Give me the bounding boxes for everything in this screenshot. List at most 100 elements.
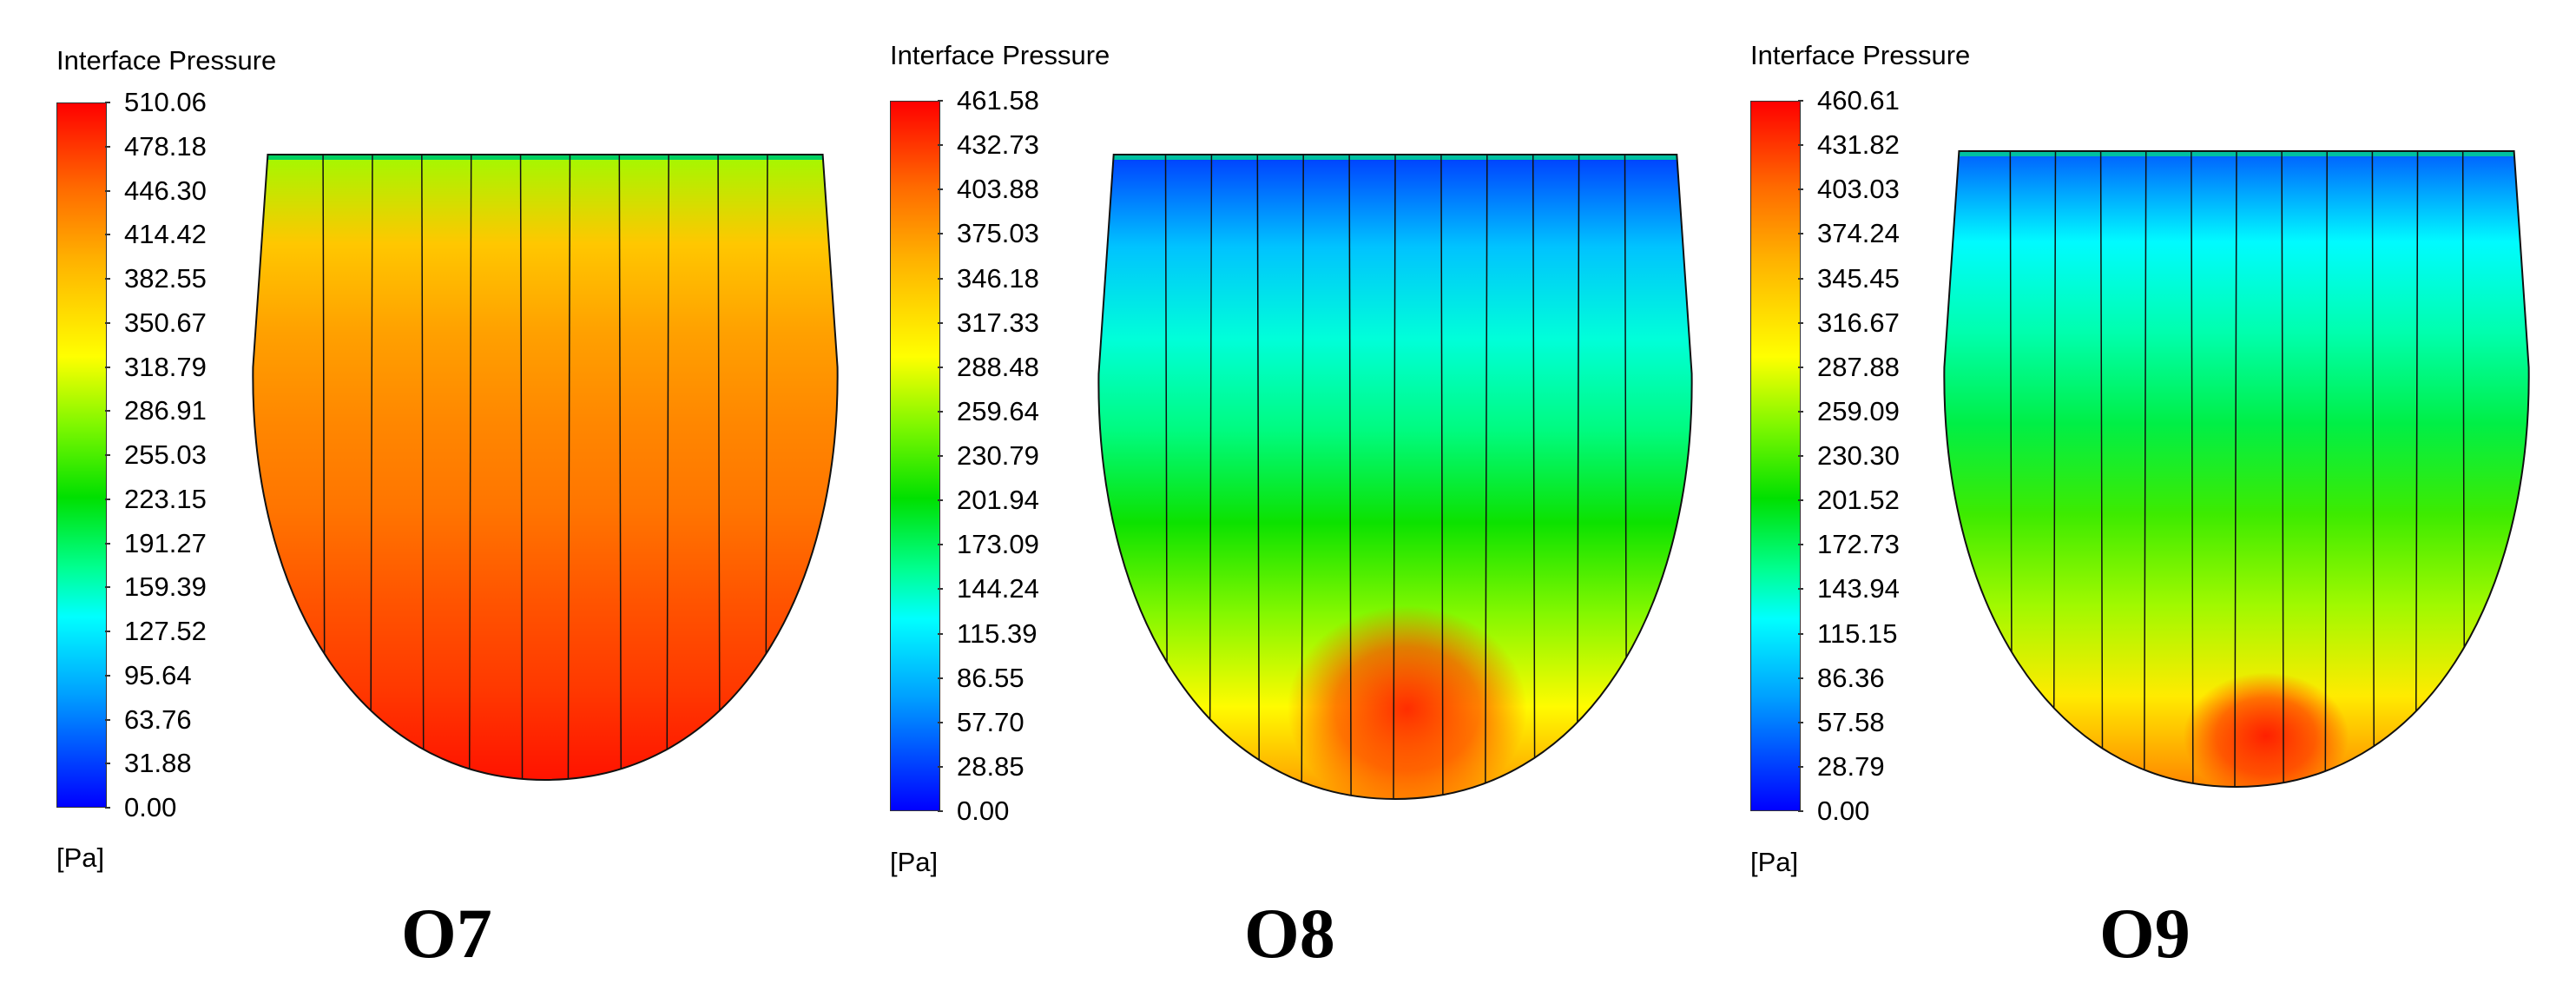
colorbar-tick-label: 115.39 [957,617,1038,649]
colorbar-tick-label: 28.85 [957,750,1024,782]
pressure-map [1097,154,1693,801]
map-outline [1097,154,1693,801]
colorbar-tick-label: 432.73 [957,129,1039,161]
colorbar-tick-mark [105,718,110,721]
colorbar-tick-mark [938,321,943,324]
colorbar-tick-label: 510.06 [124,87,207,117]
colorbar-tick-mark [1798,188,1803,191]
strip-divider [370,155,373,780]
strip-divider [2099,151,2104,787]
map-outline [1943,150,2530,789]
colorbar-tick-mark [938,410,943,413]
colorbar-tick-mark [938,544,943,546]
colorbar-tick-mark [1798,677,1803,679]
unit-label: [Pa] [890,847,939,877]
colorbar-title: Interface Pressure [1750,40,1971,70]
colorbar-tick-label: 0.00 [124,792,177,822]
colorbar-tick-label: 317.33 [957,307,1039,338]
colorbar-tick-mark [1798,144,1803,147]
figure-caption: O7 [401,894,492,973]
colorbar-tick-label: 288.48 [957,351,1039,382]
colorbar-tick-label: 86.36 [1817,662,1885,693]
strip-divider [2234,151,2237,787]
colorbar-tick-mark [105,763,110,765]
strip-divider [421,155,425,780]
unit-label: [Pa] [1750,847,1799,877]
colorbar-tick-mark [105,189,110,192]
colorbar-tick-label: 95.64 [124,659,192,690]
colorbar-tick-label: 414.42 [124,219,207,250]
strip-divider [717,155,721,780]
colorbar-tick-mark [938,721,943,723]
colorbar-tick-mark [1798,233,1803,235]
colorbar [890,101,940,811]
strip-divider [2281,151,2284,787]
colorbar-tick-mark [1798,100,1803,102]
colorbar-tick-label: 431.82 [1817,129,1900,161]
colorbar-tick-mark [938,366,943,368]
colorbar-tick-label: 144.24 [957,573,1039,604]
colorbar-tick-mark [1798,410,1803,413]
strip-divider [1485,155,1488,799]
colorbar-tick-label: 28.79 [1817,750,1885,782]
colorbar-tick-mark [105,454,110,456]
colorbar-tick-label: 191.27 [124,527,207,558]
colorbar-tick-label: 230.30 [1817,440,1900,471]
colorbar-tick-mark [1798,544,1803,546]
colorbar-tick-mark [938,810,943,812]
colorbar-tick-label: 255.03 [124,439,207,470]
colorbar-tick-label: 403.88 [957,174,1039,205]
colorbar-tick-mark [105,145,110,148]
colorbar-tick-label: 159.39 [124,571,207,603]
colorbar-tick-mark [1798,366,1803,368]
colorbar-tick-label: 460.61 [1817,85,1900,116]
colorbar-tick-mark [938,765,943,768]
colorbar-tick-mark [105,542,110,545]
colorbar-tick-mark [938,144,943,147]
colorbar-tick-label: 127.52 [124,616,207,646]
colorbar-tick-mark [105,278,110,280]
colorbar-tick-label: 345.45 [1817,262,1900,294]
colorbar-tick-label: 230.79 [957,440,1039,471]
strip-divider [2324,151,2329,787]
colorbar-tick-mark [105,366,110,368]
colorbar-tick-label: 143.94 [1817,573,1900,604]
colorbar-tick-label: 57.58 [1817,706,1885,737]
colorbar-tick-mark [938,188,943,191]
strip-divider [1209,155,1213,799]
colorbar-tick-mark [1798,588,1803,591]
strip-divider [618,155,623,780]
colorbar-tick-mark [1798,765,1803,768]
colorbar-tick-mark [938,100,943,102]
colorbar-tick-mark [1798,321,1803,324]
strip-divider [1440,155,1444,799]
colorbar-tick-label: 374.24 [1817,218,1900,249]
colorbar-tick-mark [1798,632,1803,635]
colorbar-tick-label: 31.88 [124,748,192,779]
colorbar-tick-mark [938,277,943,280]
colorbar-tick-label: 350.67 [124,307,207,338]
colorbar-tick-label: 259.09 [1817,395,1900,426]
colorbar-tick-mark [938,632,943,635]
strip-divider [2052,151,2057,787]
unit-label: [Pa] [56,842,105,873]
strip-divider [519,155,524,780]
colorbar-tick-label: 259.64 [957,395,1039,426]
strip-divider [2143,151,2147,787]
pressure-map [252,154,839,782]
colorbar [1750,101,1801,811]
colorbar-tick-mark [1798,721,1803,723]
colorbar-tick-label: 316.67 [1817,307,1900,338]
pressure-field [253,155,838,780]
colorbar-tick-label: 173.09 [957,529,1039,560]
colorbar-tick-mark [938,677,943,679]
colorbar-tick-mark [1798,499,1803,502]
top-edge-band [253,155,838,160]
colorbar-tick-label: 375.03 [957,218,1039,249]
colorbar-tick-mark [1798,455,1803,457]
colorbar-tick-mark [105,674,110,677]
colorbar-tick-label: 403.03 [1817,174,1900,205]
strip-divider [666,155,669,780]
colorbar-tick-label: 172.73 [1817,529,1900,560]
colorbar-title: Interface Pressure [56,45,277,76]
